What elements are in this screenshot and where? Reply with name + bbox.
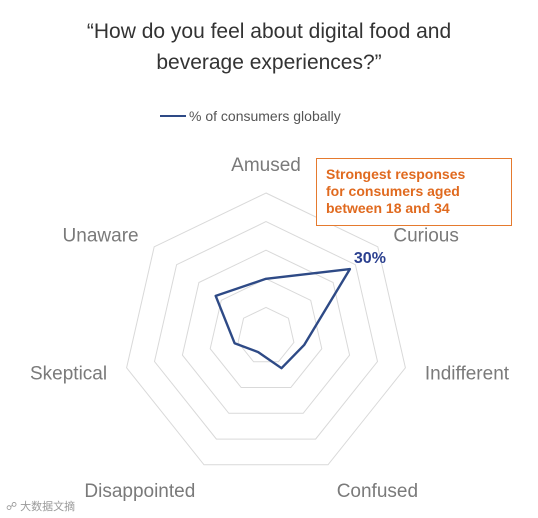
callout-line-1: Strongest responses [326, 166, 466, 182]
watermark: ☍ 大数据文摘 [6, 498, 75, 514]
grid-ring [153, 221, 379, 440]
grid-ring [181, 249, 351, 414]
data-label-curious: 30% [354, 250, 386, 267]
grid-ring [237, 306, 295, 363]
watermark-icon: ☍ [6, 500, 18, 513]
legend: % of consumers globally [160, 106, 341, 126]
series-line [214, 267, 352, 370]
grid-ring [209, 278, 323, 388]
category-label-amused: Amused [231, 155, 301, 176]
title-line-2: beverage experiences?” [156, 51, 382, 74]
category-label-curious: Curious [393, 225, 458, 246]
category-label-unaware: Unaware [63, 225, 139, 246]
callout-line-2: for consumers aged [326, 183, 460, 199]
legend-swatch [160, 115, 186, 117]
legend-label: % of consumers globally [189, 108, 341, 124]
category-label-disappointed: Disappointed [84, 481, 195, 502]
category-label-indifferent: Indifferent [425, 363, 510, 384]
callout-line-3: between 18 and 34 [326, 200, 450, 216]
grid-ring [126, 192, 406, 466]
category-label-skeptical: Skeptical [30, 363, 107, 384]
chart-title: “How do you feel about digital food and … [0, 16, 538, 78]
callout-box: Strongest responses for consumers aged b… [316, 158, 512, 226]
title-line-1: “How do you feel about digital food and [86, 20, 452, 43]
watermark-text: 大数据文摘 [20, 501, 76, 513]
category-label-confused: Confused [337, 481, 418, 502]
